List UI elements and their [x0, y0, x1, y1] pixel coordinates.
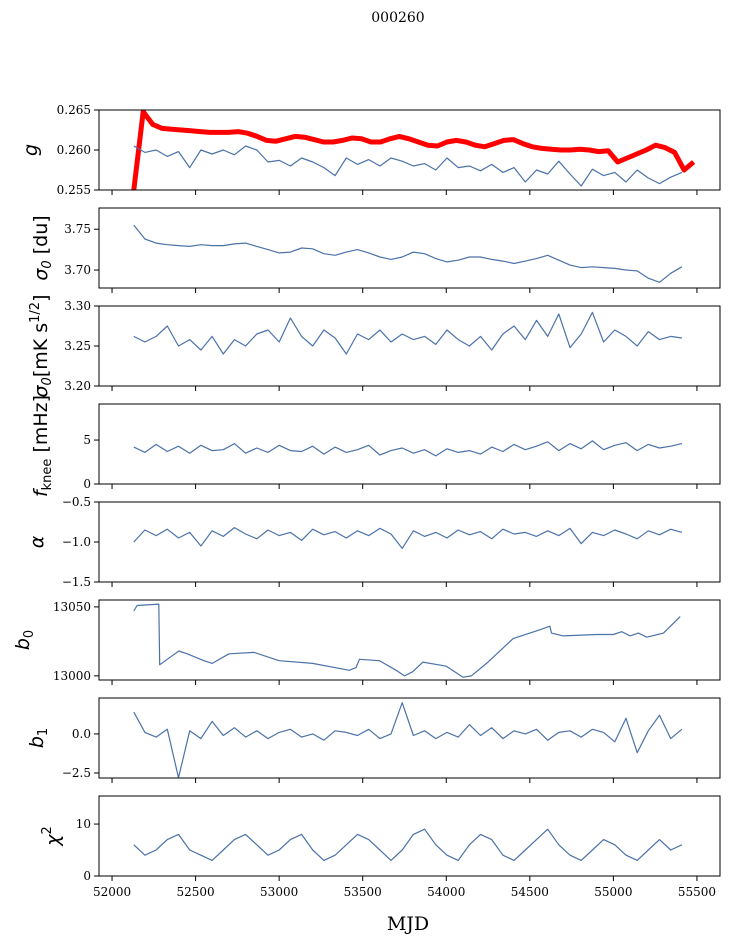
- y-axis-label-part: [mHz]: [30, 395, 52, 459]
- y-axis-label-alpha: α: [26, 535, 48, 548]
- panel-b0: 13000 13050 b0: [12, 599, 721, 685]
- panel-g: 0.255 0.260 0.265 g: [20, 103, 721, 197]
- series-line-alpha: [133, 526, 683, 550]
- y-axis-label-part: [du]: [30, 215, 52, 260]
- panel-sigma0-mk: 3.20 3.25 3.30 σ0[mK s1/2]: [28, 295, 721, 398]
- y-tick-label: −1.0: [62, 535, 91, 549]
- y-axis-label-part: ]: [30, 295, 52, 302]
- y-axis-label-part: g: [20, 144, 42, 156]
- x-tick-label: 53000: [260, 885, 298, 899]
- axes-frame-sigma0-mk: [98, 305, 721, 387]
- y-axis-label-g: g: [20, 144, 42, 156]
- axes-frame-fknee: [98, 403, 721, 485]
- y-axis-label-part: knee: [40, 459, 55, 491]
- y-axis-label-chi2: χ2: [40, 826, 64, 847]
- x-tick-label: 55500: [678, 885, 716, 899]
- figure-title: 000260: [371, 10, 424, 26]
- series-line-sigma0-mk: [133, 311, 682, 355]
- series-line-b1: [133, 702, 683, 778]
- y-tick-label: 0.0: [72, 727, 91, 741]
- series-line-g-red: [131, 110, 696, 190]
- y-axis-label-part: f: [30, 487, 52, 497]
- y-axis-label-part: 0: [22, 630, 37, 638]
- y-tick-label: 3.30: [64, 299, 91, 313]
- y-axis-label-part: b: [26, 736, 48, 748]
- y-tick-label: 0.265: [57, 103, 91, 117]
- y-tick-label: 13000: [53, 669, 91, 683]
- x-tick-label: 55000: [594, 885, 632, 899]
- panel-alpha: −1.5 −1.0 −0.5 α: [26, 495, 721, 589]
- panel-chi2: 0 10 52000 52500 53000 53500 54000 54500 55000 55…: [40, 795, 721, 899]
- y-tick-label: 5: [83, 433, 91, 447]
- axes-frame-b1: [98, 697, 721, 779]
- x-tick-label: 53500: [344, 885, 382, 899]
- x-axis-label: MJD: [387, 913, 429, 935]
- y-axis-label-part: 2: [40, 826, 55, 834]
- y-axis-label-part: χ: [42, 834, 64, 847]
- y-axis-label-part: 1: [36, 728, 51, 736]
- y-axis-label-part: σ: [30, 268, 52, 281]
- y-axis-label-part: 0: [40, 260, 55, 268]
- y-axis-label-b0: b0: [12, 630, 37, 650]
- panel-b1: −2.5 0.0 b1: [26, 697, 721, 783]
- y-axis-label-sigma0-mk: σ0[mK s1/2]: [28, 295, 55, 398]
- x-tick-label: 52000: [93, 885, 131, 899]
- y-axis-label-part: σ: [30, 385, 52, 398]
- x-tick-label: 54500: [511, 885, 549, 899]
- y-tick-label: −0.5: [62, 495, 91, 509]
- y-tick-label: −1.5: [62, 575, 91, 589]
- y-tick-label: 3.20: [64, 379, 91, 393]
- y-axis-label-part: α: [26, 535, 48, 548]
- y-tick-label: 0: [83, 869, 91, 883]
- series-line-chi2: [133, 828, 683, 862]
- axes-frame-g: [98, 109, 721, 191]
- y-tick-label: 10: [76, 817, 91, 831]
- y-tick-label: 0: [83, 477, 91, 491]
- series-line-fknee: [133, 440, 683, 457]
- y-axis-label-fknee: fknee [mHz]: [30, 395, 55, 497]
- y-axis-label-part: 1/2: [28, 302, 43, 323]
- y-axis-label-part: b: [12, 638, 34, 650]
- y-tick-label: −2.5: [62, 766, 91, 780]
- axes-frame-b0: [98, 599, 721, 681]
- series-line-b0: [133, 603, 681, 678]
- y-tick-label: 0.255: [57, 183, 91, 197]
- y-tick-label: 0.260: [57, 143, 91, 157]
- axes-frame-chi2: [98, 795, 721, 877]
- y-axis-label-sigma0-du: σ0 [du]: [30, 215, 55, 280]
- y-tick-label: 3.70: [64, 263, 91, 277]
- y-axis-label-b1: b1: [26, 728, 51, 748]
- x-tick-label: 52500: [176, 885, 214, 899]
- y-axis-label-part: 0: [40, 377, 55, 385]
- y-tick-label: 3.75: [64, 222, 91, 236]
- panel-sigma0-du: 3.70 3.75 σ0 [du]: [30, 207, 721, 293]
- y-axis-label-part: [mK s: [30, 323, 52, 377]
- series-line-sigma0-du: [133, 224, 683, 283]
- axes-frame-sigma0-du: [98, 207, 721, 289]
- series-line-g-blue: [133, 145, 683, 187]
- panel-fknee: 0 5 fknee [mHz]: [30, 395, 721, 497]
- x-tick-label: 54000: [427, 885, 465, 899]
- axes-frame-alpha: [98, 501, 721, 583]
- y-tick-label: 13050: [53, 600, 91, 614]
- y-tick-label: 3.25: [64, 339, 91, 353]
